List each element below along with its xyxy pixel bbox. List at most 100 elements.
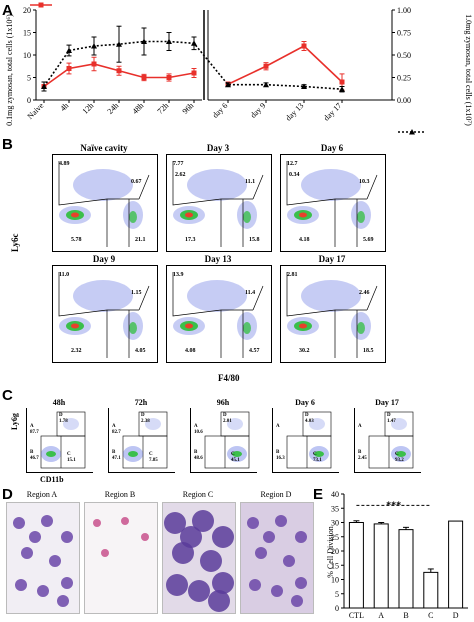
micrograph-image: [162, 502, 236, 614]
quadrant-percentage: 11.1: [245, 179, 256, 185]
cell-nucleus: [61, 531, 73, 543]
y-tick-label: 15: [331, 561, 339, 570]
gate-label-c: C 73.1: [313, 452, 322, 463]
bar: [348, 522, 364, 609]
series-black-point: [66, 47, 72, 53]
cell-nucleus: [275, 515, 287, 527]
y-tick-label-right: 0.25: [397, 74, 411, 83]
density-core: [128, 451, 138, 457]
x-tick-label: day 17: [322, 101, 344, 123]
quadrant-percentage: 2.32: [71, 348, 82, 354]
series-black-point: [263, 81, 269, 88]
legend-black: [398, 129, 426, 135]
flow-plot-title: Naïve cavity: [80, 143, 128, 153]
quadrant-percentage: 11.4: [245, 290, 256, 296]
b-x-axis-label: F4/80: [218, 373, 240, 383]
bar: [398, 529, 414, 609]
density-core: [357, 211, 365, 223]
bar-chart-e: % Cell Division 0 5 10 15 20 25 30 35 40 CTL A B C D…: [326, 490, 468, 620]
gate-label-b: B 46.7: [30, 450, 39, 461]
flow-cytometry-plot: 4.89 0.67 5.78 21.1: [52, 154, 158, 252]
panel-label-d: D: [2, 486, 13, 503]
quadrant-percentage: 21.1: [135, 237, 146, 243]
y-tick-label: 40: [331, 490, 339, 499]
y-tick-label: 35: [331, 504, 339, 513]
cell-nucleus: [208, 590, 230, 612]
e-y-axis-label: % Cell Division: [326, 526, 335, 578]
series-red-point: [66, 66, 72, 71]
quadrant-percentage: 10.3: [359, 179, 370, 185]
density-cloud: [301, 280, 361, 312]
flow-plot-title: Day 17: [375, 398, 399, 407]
density-cloud: [309, 418, 325, 430]
gate-label-c: C 45.1: [231, 452, 240, 463]
cell-nucleus: [101, 549, 109, 557]
series-red-point: [141, 75, 147, 80]
gate-line: [58, 161, 139, 206]
flow-cytometry-plot: D 2.38 A 82.7 B 47.1 C 7.85: [108, 408, 175, 473]
gate-line: [138, 285, 150, 311]
quadrant-percentage: 1.15: [131, 290, 142, 296]
region-title: Region A: [26, 490, 58, 499]
x-tick-label: 48h: [131, 101, 146, 116]
x-tick-label: 72h: [156, 101, 171, 116]
gate-line: [252, 174, 264, 200]
density-core: [243, 211, 251, 223]
cell-nucleus: [192, 510, 214, 532]
quadrant-percentage: 15.8: [249, 237, 260, 243]
gate-bc: [368, 435, 414, 469]
quadrant-percentage: 13.9: [173, 272, 184, 278]
quadrant-percentage: 11.0: [59, 272, 70, 278]
x-tick-label: C: [428, 611, 433, 620]
flow-plot-title: Day 6: [295, 398, 315, 407]
micrograph-image: [240, 502, 314, 614]
cell-nucleus: [180, 526, 202, 548]
cell-nucleus: [247, 517, 259, 529]
y-axis-label-right: 1.0mg zymosan, total cells (1x10⁷): [464, 14, 473, 126]
flow-cytometry-plot: 12.7 10.3 4.18 5.69: [280, 154, 386, 252]
quadrant-percentage: 4.05: [135, 348, 146, 354]
bar: [373, 523, 389, 609]
density-core: [396, 451, 406, 457]
y-tick-label: 0: [335, 604, 339, 613]
x-tick-label: day 13: [284, 101, 306, 123]
gate-label-c: C 7.85: [149, 452, 158, 463]
gate-label-b: B 47.1: [112, 450, 121, 461]
x-tick-label: 12h: [81, 101, 96, 116]
y-tick-label-right: 0.00: [397, 96, 411, 105]
x-tick-label: CTL: [349, 611, 364, 620]
cell-nucleus: [200, 550, 222, 572]
density-core: [46, 451, 56, 457]
gate-line: [58, 272, 139, 317]
gate-line: [252, 285, 264, 311]
cell-nucleus: [295, 531, 307, 543]
gate-line: [366, 285, 378, 311]
flow-plot-title: Day 9: [92, 254, 116, 264]
x-tick-label: D: [453, 611, 459, 620]
y-tick-label-left: 20: [23, 6, 31, 15]
flow-cytometry-plot: 13.9 11.4 4.08 4.57: [166, 265, 272, 363]
flow-cytometry-plot: 2.81 2.46 30.2 18.5: [280, 265, 386, 363]
y-tick-label: 20: [331, 547, 339, 556]
series-black-point: [116, 41, 122, 47]
cell-nucleus: [212, 572, 234, 594]
quadrant-percentage: 18.5: [363, 348, 374, 354]
y-tick-label-right: 0.50: [397, 51, 411, 60]
gate-percentage: 0.34: [289, 172, 300, 178]
cell-nucleus: [93, 519, 101, 527]
legend-red: [30, 2, 52, 8]
cell-nucleus: [49, 555, 61, 567]
quadrant-percentage: 2.81: [287, 272, 298, 278]
region-title: Region D: [260, 490, 292, 499]
quadrant-percentage: 17.3: [185, 237, 196, 243]
gate-bc: [40, 435, 86, 469]
panel-label-a: A: [2, 2, 13, 19]
cell-nucleus: [21, 547, 33, 559]
quadrant-percentage: 5.78: [71, 237, 82, 243]
y-tick-label-left: 5: [27, 74, 31, 83]
density-cloud: [391, 418, 407, 430]
cell-nucleus: [263, 531, 275, 543]
series-red-point: [263, 63, 269, 69]
panel-label-b: B: [2, 136, 13, 153]
cell-nucleus: [57, 595, 69, 607]
